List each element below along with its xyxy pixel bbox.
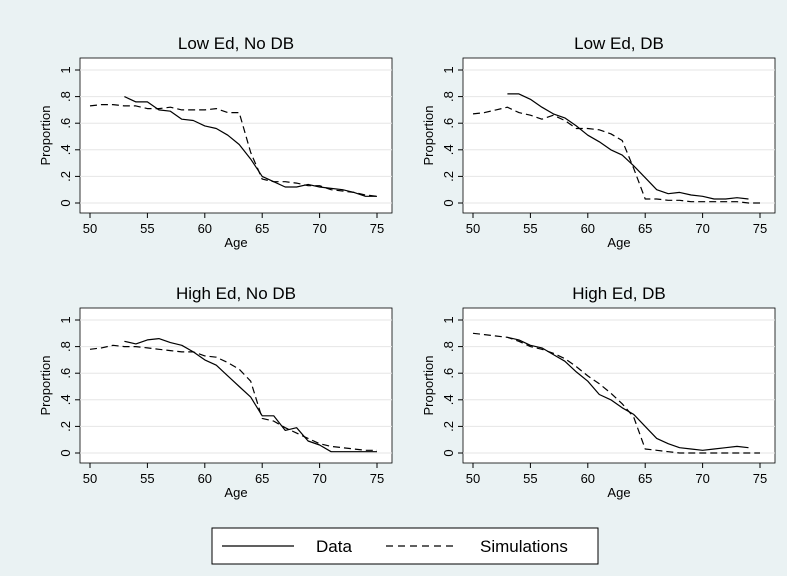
y-tick-label: .4 xyxy=(441,394,456,405)
x-tick-label: 55 xyxy=(140,221,154,236)
y-tick-label: 1 xyxy=(441,66,456,73)
x-tick-label: 50 xyxy=(466,221,480,236)
chart-panel-1: 0 .2 .4 .6 .8 1 50 55 60 65 70 75 Low Ed, No DB Age Pr… xyxy=(38,34,393,250)
x-tick-label: 50 xyxy=(83,471,97,486)
y-axis-label: Proportion xyxy=(421,106,436,166)
x-tick-label: 60 xyxy=(581,471,595,486)
x-axis-label: Age xyxy=(224,485,247,500)
series-line-data xyxy=(124,338,377,453)
x-tick-label: 50 xyxy=(83,221,97,236)
chart-panel-2: 0 .2 .4 .6 .8 1 50 55 60 65 70 75 Low Ed, DB Age Propo… xyxy=(421,34,776,250)
y-tick-label: 0 xyxy=(441,199,456,206)
y-tick-label: 0 xyxy=(58,199,73,206)
y-tick-label: .8 xyxy=(441,91,456,102)
plot-area xyxy=(79,57,393,214)
plot-area xyxy=(462,57,776,214)
y-axis-label: Proportion xyxy=(38,106,53,166)
x-tick-label: 65 xyxy=(255,221,269,236)
chart-title: Low Ed, No DB xyxy=(178,34,294,53)
x-tick-label: 55 xyxy=(523,221,537,236)
chart-title: Low Ed, DB xyxy=(574,34,664,53)
y-tick-label: .8 xyxy=(58,91,73,102)
y-tick-label: 0 xyxy=(441,449,456,456)
x-tick-label: 70 xyxy=(695,471,709,486)
y-tick-label: .4 xyxy=(58,144,73,155)
y-tick-label: .2 xyxy=(58,171,73,182)
x-tick-label: 70 xyxy=(312,471,326,486)
x-axis-label: Age xyxy=(607,235,630,250)
plot-area xyxy=(79,307,393,464)
y-axis-label: Proportion xyxy=(38,356,53,416)
y-tick-label: .6 xyxy=(441,368,456,379)
y-tick-label: .4 xyxy=(58,394,73,405)
chart-panels: 0 .2 .4 .6 .8 1 50 55 60 65 70 75 Low Ed, No DB Age Pr… xyxy=(38,34,776,500)
x-tick-label: 55 xyxy=(140,471,154,486)
x-tick-label: 75 xyxy=(370,221,384,236)
series-line-simulations xyxy=(472,106,760,204)
x-tick-label: 75 xyxy=(370,471,384,486)
x-tick-label: 65 xyxy=(255,471,269,486)
y-tick-label: .2 xyxy=(441,421,456,432)
y-tick-label: .6 xyxy=(441,118,456,129)
x-tick-label: 60 xyxy=(198,221,212,236)
series-line-simulations xyxy=(89,103,378,197)
y-tick-label: 0 xyxy=(58,449,73,456)
y-tick-label: .6 xyxy=(58,368,73,379)
x-tick-label: 70 xyxy=(695,221,709,236)
x-tick-label: 70 xyxy=(312,221,326,236)
series-line-data xyxy=(124,96,377,197)
y-tick-label: .8 xyxy=(441,341,456,352)
plot-area xyxy=(462,307,776,464)
chart-title: High Ed, DB xyxy=(572,284,666,303)
chart-panel-4: 0 .2 .4 .6 .8 1 50 55 60 65 70 75 High Ed, DB Age Prop… xyxy=(421,284,776,500)
y-tick-label: .2 xyxy=(441,171,456,182)
x-tick-label: 60 xyxy=(581,221,595,236)
legend-data-label: Data xyxy=(316,537,352,556)
x-tick-label: 50 xyxy=(466,471,480,486)
legend: Data Simulations xyxy=(211,527,599,565)
x-axis-label: Age xyxy=(224,235,247,250)
x-tick-label: 75 xyxy=(753,221,767,236)
legend-simulations-label: Simulations xyxy=(480,537,568,556)
series-line-simulations xyxy=(472,332,760,454)
chart-title: High Ed, No DB xyxy=(176,284,296,303)
x-tick-label: 60 xyxy=(198,471,212,486)
y-tick-label: 1 xyxy=(441,316,456,323)
series-line-simulations xyxy=(89,344,377,451)
y-axis-label: Proportion xyxy=(421,356,436,416)
y-tick-label: 1 xyxy=(58,316,73,323)
x-tick-label: 55 xyxy=(523,471,537,486)
y-tick-label: .4 xyxy=(441,144,456,155)
y-tick-label: .6 xyxy=(58,118,73,129)
series-line-data xyxy=(507,93,749,200)
x-axis-label: Age xyxy=(607,485,630,500)
y-tick-label: 1 xyxy=(58,66,73,73)
y-tick-label: .2 xyxy=(58,421,73,432)
x-tick-label: 65 xyxy=(638,221,652,236)
chart-panel-3: 0 .2 .4 .6 .8 1 50 55 60 65 70 75 High Ed, No DB Age P… xyxy=(38,284,393,500)
x-tick-label: 65 xyxy=(638,471,652,486)
y-tick-label: .8 xyxy=(58,341,73,352)
x-tick-label: 75 xyxy=(753,471,767,486)
